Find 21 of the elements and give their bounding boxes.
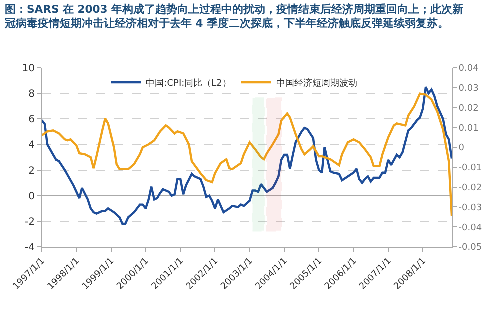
y-tick-label: -4 [25,242,35,254]
y2-tick-label: 0.02 [458,104,479,114]
y-tick-label: 8 [28,89,35,100]
y-tick-label: 10 [22,64,35,74]
y2-tick-label: -0.01 [458,164,482,174]
y-tick-label: -2 [25,216,35,228]
y2-tick-label: 0.01 [458,124,479,134]
legend-label: 中国:CPI:同比（L2） [146,78,232,90]
y2-tick-label: -0.02 [458,183,482,194]
y2-tick-label: 0 [458,144,465,154]
y2-tick-label: -0.05 [458,243,482,254]
y2-tick-label: 0.04 [458,64,480,74]
y2-tick-label: -0.04 [458,223,482,234]
y2-tick-label: 0.03 [458,84,479,94]
y-tick-label: 2 [28,166,35,177]
legend-label: 中国经济短周期波动 [276,78,358,90]
chart-title: 图：SARS 在 2003 年构成了趋势向上过程中的扰动，疫情结束后经济周期重回向上；此次新冠病毒疫情短期冲击让经济相对于去年 4 季度二次探底，下半年经济触底反弹延续弱复苏。 [4,3,464,30]
y-tick-label: 6 [28,114,35,126]
y-tick-label: 4 [28,140,35,152]
y-tick-label: 0 [28,191,35,202]
y2-tick-label: -0.03 [458,203,482,214]
